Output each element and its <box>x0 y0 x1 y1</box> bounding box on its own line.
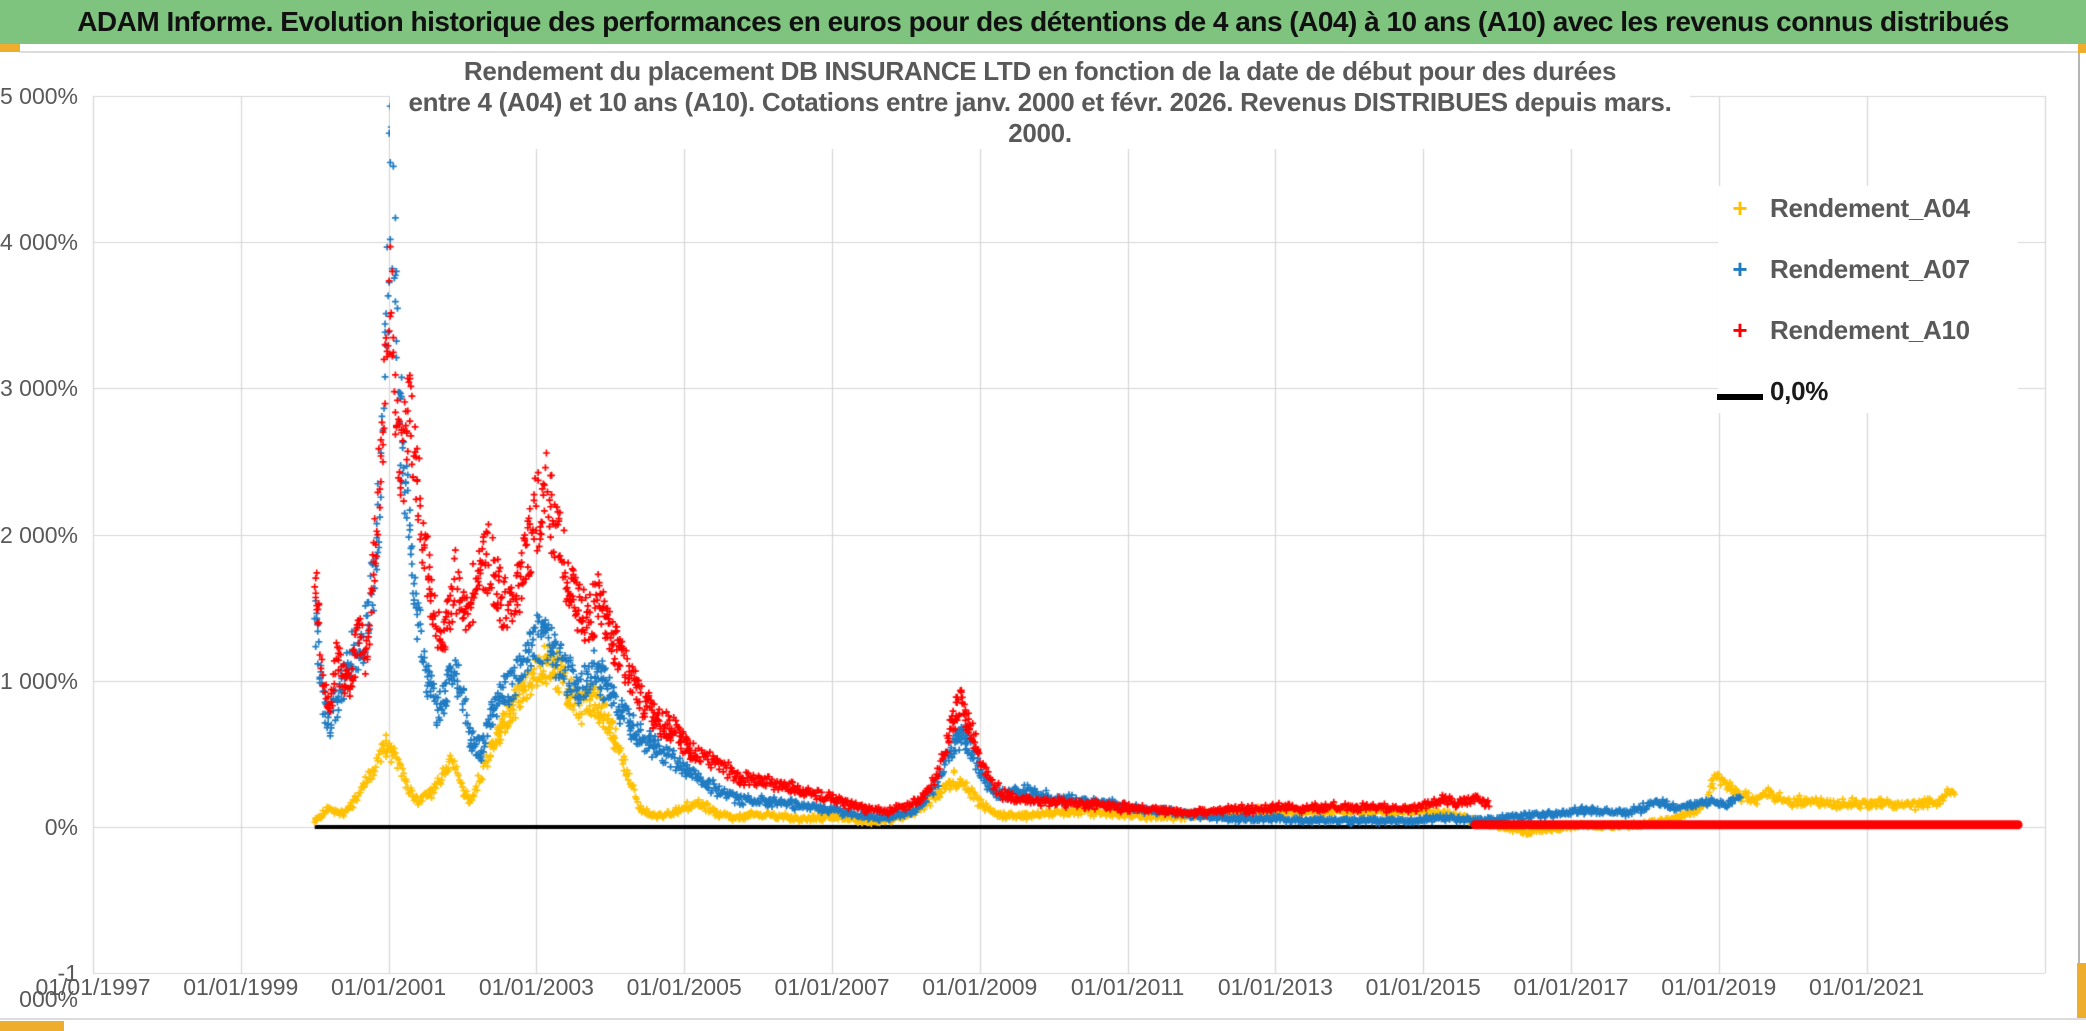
y-tick-label: 5 000% <box>0 83 79 109</box>
y-tick-label: 4 000% <box>0 229 79 256</box>
x-tick-label: 01/01/1999 <box>183 974 299 1000</box>
legend-label: Rendement_A07 <box>1770 253 1970 284</box>
x-tick-label: 01/01/2011 <box>1070 974 1185 1000</box>
y-tick-label: -1 000% <box>19 960 78 1013</box>
legend-item-rendement-a04[interactable]: + Rendement_A04 <box>1718 192 2018 224</box>
legend-item-rendement-a10[interactable]: + Rendement_A10 <box>1718 314 2018 346</box>
x-tick-label: 01/01/2001 <box>331 974 447 1000</box>
x-tick-label: 01/01/1997 <box>35 974 151 1000</box>
legend-plus-marker-icon: + <box>1732 193 1748 223</box>
y-tick-label: 0% <box>44 814 78 840</box>
x-tick-label: 01/01/2007 <box>774 974 890 1000</box>
top-left-selection-handle[interactable] <box>0 44 20 52</box>
chart-title-line1: Rendement du placement DB INSURANCE LTD … <box>463 56 1617 86</box>
top-right-selection-handle[interactable] <box>2078 44 2086 53</box>
x-tick-label: 01/01/2009 <box>922 974 1038 1000</box>
y-tick-label: 2 000% <box>0 521 79 548</box>
legend-plus-marker-icon: + <box>1732 254 1748 284</box>
legend-item-0-0-[interactable]: 0,0% <box>1717 375 2018 407</box>
bottom-right-selection-handle[interactable] <box>2077 963 2086 1018</box>
legend-label: 0,0% <box>1770 375 1829 406</box>
x-tick-label: 01/01/2003 <box>478 974 594 1000</box>
chart-title: Rendement du placement DB INSURANCE LTD … <box>390 56 1690 149</box>
chart-title-line2: entre 4 (A04) et 10 ans (A10). Cotations… <box>408 87 1672 148</box>
legend-label: Rendement_A10 <box>1770 314 1970 345</box>
bottom-left-selection-handle[interactable] <box>0 1021 64 1031</box>
legend[interactable]: + Rendement_A04 + Rendement_A07 + Rendement_A… <box>1717 186 2018 413</box>
x-tick-label: 01/01/2017 <box>1513 974 1629 1000</box>
x-tick-label: 01/01/2005 <box>626 974 742 1000</box>
legend-plus-marker-icon: + <box>1732 315 1748 345</box>
x-tick-label: 01/01/2015 <box>1365 974 1481 1000</box>
legend-line-swatch <box>1717 378 1763 404</box>
x-tick-label: 01/01/2019 <box>1661 974 1777 1000</box>
y-tick-label: 3 000% <box>0 375 79 402</box>
y-tick-label: 1 000% <box>0 667 79 694</box>
legend-item-rendement-a07[interactable]: + Rendement_A07 <box>1718 253 2018 285</box>
x-tick-label: 01/01/2013 <box>1217 974 1333 1000</box>
legend-label: Rendement_A04 <box>1770 192 1970 223</box>
x-tick-label: 01/01/2021 <box>1809 974 1925 1000</box>
